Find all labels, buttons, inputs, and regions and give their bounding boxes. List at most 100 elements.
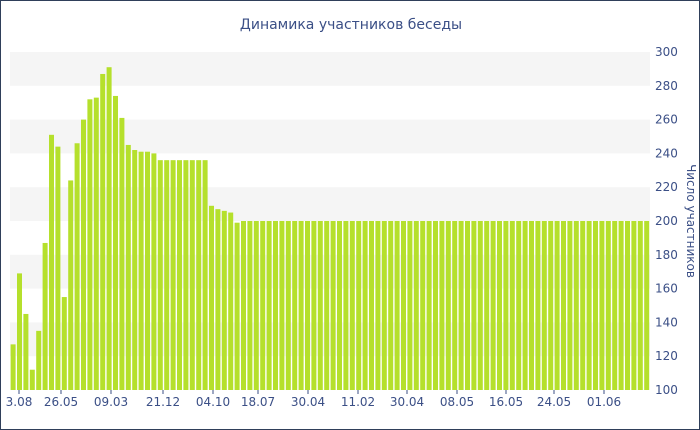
bar <box>292 221 298 390</box>
bar <box>503 221 509 390</box>
y-tick-label: 160 <box>655 282 678 296</box>
bar <box>477 221 483 390</box>
grid-bands <box>10 52 650 357</box>
bar <box>445 221 451 390</box>
bar <box>369 221 374 390</box>
bar <box>61 297 67 390</box>
y-tick-label: 240 <box>655 146 678 160</box>
bar <box>573 221 579 390</box>
bar <box>516 221 522 390</box>
bar <box>260 221 266 390</box>
bar <box>170 160 176 390</box>
bar <box>465 221 470 390</box>
x-tick-label: 30.04 <box>390 395 424 409</box>
bar <box>599 221 605 390</box>
bar <box>484 221 490 390</box>
bar <box>106 67 112 391</box>
y-tick-label: 200 <box>655 214 678 228</box>
bar <box>42 242 48 390</box>
x-axis-ticks: 3.08 26.05 09.03 21.12 04.10 18.07 30.04 11.02 3… <box>6 390 621 409</box>
y-tick-label: 280 <box>655 79 678 93</box>
bar <box>183 160 189 390</box>
bar <box>74 143 80 390</box>
bar <box>356 221 362 390</box>
bar <box>151 153 157 390</box>
y-tick-label: 260 <box>655 113 678 127</box>
bar <box>337 221 342 390</box>
bar <box>343 221 349 390</box>
bar <box>561 221 566 390</box>
y-tick-label: 100 <box>655 383 678 397</box>
bar <box>612 221 618 390</box>
bar <box>548 221 554 390</box>
bar <box>362 221 368 390</box>
y-axis-ticks: 100 120 140 160 180 200 220 240 260 280 300 <box>655 45 678 397</box>
bar <box>113 95 118 390</box>
bar <box>132 150 138 390</box>
bar <box>586 221 592 390</box>
bar <box>420 221 426 390</box>
bar <box>202 160 208 390</box>
bar <box>17 273 22 390</box>
bar <box>433 221 438 390</box>
y-tick-label: 300 <box>655 45 678 59</box>
bar <box>247 221 253 390</box>
bar <box>535 221 541 390</box>
bar <box>228 212 234 390</box>
bar <box>381 221 387 390</box>
x-tick-label: 04.10 <box>196 395 230 409</box>
bar <box>49 134 54 390</box>
bar <box>253 221 259 390</box>
grid-band <box>10 52 650 86</box>
y-tick-label: 140 <box>655 315 678 329</box>
bar <box>157 160 163 390</box>
bar <box>554 221 560 390</box>
bar <box>273 221 278 390</box>
bar <box>164 160 170 390</box>
bar <box>36 330 42 390</box>
bar <box>349 221 355 390</box>
bar <box>125 144 131 390</box>
bar <box>426 221 432 390</box>
x-tick-label: 26.05 <box>44 395 78 409</box>
x-tick-label: 01.06 <box>587 395 621 409</box>
grid-band <box>10 187 650 221</box>
bar <box>285 221 291 390</box>
bar <box>298 221 304 390</box>
bar <box>394 221 400 390</box>
bar <box>471 221 477 390</box>
y-tick-label: 180 <box>655 248 678 262</box>
bar <box>407 221 413 390</box>
grid-band <box>10 322 650 357</box>
bar <box>87 99 93 390</box>
grid-band <box>10 119 650 154</box>
bar <box>266 221 272 390</box>
bar <box>388 221 394 390</box>
bar <box>413 221 419 390</box>
bar <box>311 221 317 390</box>
bar <box>196 160 202 390</box>
grid-band <box>10 254 650 289</box>
bar <box>567 221 573 390</box>
bar <box>10 344 16 390</box>
x-tick-label: 30.04 <box>291 395 325 409</box>
bar <box>580 221 586 390</box>
bar <box>541 221 547 390</box>
bar <box>29 369 35 390</box>
bar <box>215 209 221 390</box>
bar <box>68 180 74 390</box>
bar <box>279 221 285 390</box>
bar <box>119 117 125 390</box>
bar <box>497 221 502 390</box>
bar <box>55 146 61 390</box>
x-tick-label: 21.12 <box>146 395 180 409</box>
bar <box>452 221 458 390</box>
bar <box>330 221 336 390</box>
bar <box>509 221 515 390</box>
bar <box>324 221 330 390</box>
bar <box>138 151 144 390</box>
bar <box>605 221 611 390</box>
bar <box>305 221 310 390</box>
